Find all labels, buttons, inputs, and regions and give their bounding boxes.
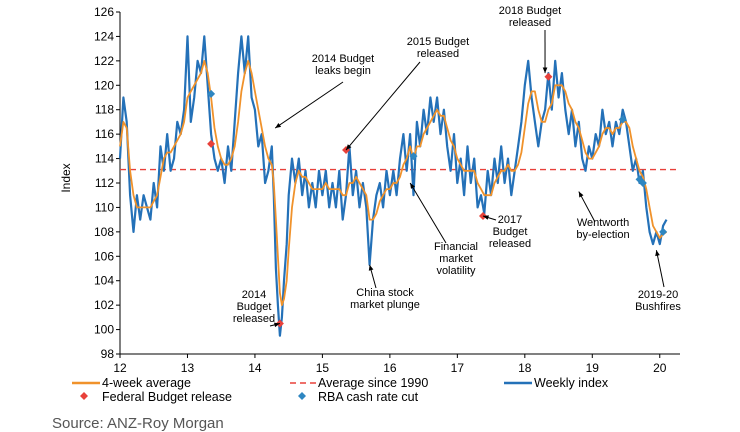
legend-label-federal-budget-release: Federal Budget release: [102, 390, 232, 404]
annotation-arrow: [275, 82, 343, 128]
x-tick-label: 14: [248, 361, 262, 375]
legend-swatch-rba-cash-rate-cut: [298, 392, 306, 400]
y-tick-label: 116: [95, 127, 114, 141]
source-note: Source: ANZ-Roy Morgan: [52, 415, 224, 432]
annotation-label: 2014: [242, 289, 266, 301]
legend: 4-week average Average since 1990 Weekly…: [72, 376, 609, 404]
chart: 98 100 102 104 106 108 110 112 114 116 118 120 122 12…: [0, 0, 740, 432]
x-tick-label: 18: [518, 361, 532, 375]
y-tick-label: 100: [94, 323, 114, 337]
y-tick-label: 124: [94, 29, 114, 43]
annotation-label: released: [509, 17, 551, 29]
annotation-label: market: [439, 253, 473, 265]
y-tick-label: 110: [95, 200, 114, 214]
annotation-label: market plunge: [350, 299, 420, 311]
x-tick-label: 12: [113, 361, 127, 375]
y-tick-label: 112: [95, 176, 114, 190]
x-tick-label: 17: [451, 361, 465, 375]
annotation-label: released: [233, 313, 275, 325]
x-tick-label: 16: [383, 361, 397, 375]
annotation-label: released: [417, 48, 459, 60]
marker-rba-cash-rate-cut: [659, 228, 667, 236]
annotation-arrowhead: [655, 250, 660, 256]
series-line-4-week-average: [120, 61, 667, 305]
annotation-label: released: [489, 238, 531, 250]
legend-swatch-federal-budget-release: [80, 392, 88, 400]
legend-label-average-since-1990: Average since 1990: [318, 376, 428, 390]
annotation-arrowhead: [543, 68, 548, 74]
annotation-label: 2018 Budget: [499, 5, 561, 17]
annotation-arrowhead: [275, 123, 281, 128]
y-tick-label: 114: [95, 152, 114, 166]
y-tick-label: 102: [94, 298, 114, 312]
x-tick-label: 19: [586, 361, 600, 375]
legend-label-4-week-average: 4-week average: [102, 376, 191, 390]
annotation-label: by-election: [576, 229, 629, 241]
y-tick-label: 126: [94, 5, 114, 19]
annotation-label: 2015 Budget: [407, 36, 469, 48]
annotation-label: 2014 Budget: [312, 53, 374, 65]
annotation-label: Financial: [434, 241, 478, 253]
y-tick-label: 98: [101, 347, 115, 361]
x-tick-label: 15: [316, 361, 330, 375]
annotation-label: volatility: [436, 265, 476, 277]
y-tick-label: 122: [94, 54, 114, 68]
annotation-label: Bushfires: [635, 301, 681, 313]
annotation-arrow: [410, 183, 446, 243]
y-tick-label: 108: [94, 225, 114, 239]
annotation-label: China stock: [356, 287, 414, 299]
marker-federal-budget-release: [544, 73, 552, 81]
annotation-label: Budget: [493, 226, 528, 238]
x-tick-label: 20: [653, 361, 667, 375]
x-tick-label: 13: [181, 361, 195, 375]
annotation-label: 2017: [498, 214, 522, 226]
annotation-label: Wentworth: [577, 217, 629, 229]
y-axis-label: Index: [59, 163, 73, 192]
y-tick-label: 118: [95, 103, 114, 117]
legend-label-rba-cash-rate-cut: RBA cash rate cut: [318, 390, 419, 404]
annotation-label: Budget: [237, 301, 272, 313]
annotation-label: 2019-20: [638, 289, 678, 301]
y-tick-label: 120: [94, 78, 114, 92]
legend-label-weekly-index: Weekly index: [534, 376, 609, 390]
annotation-label: leaks begin: [315, 65, 371, 77]
y-tick-label: 104: [94, 274, 114, 288]
y-tick-label: 106: [94, 249, 114, 263]
annotation-arrow: [656, 250, 664, 287]
